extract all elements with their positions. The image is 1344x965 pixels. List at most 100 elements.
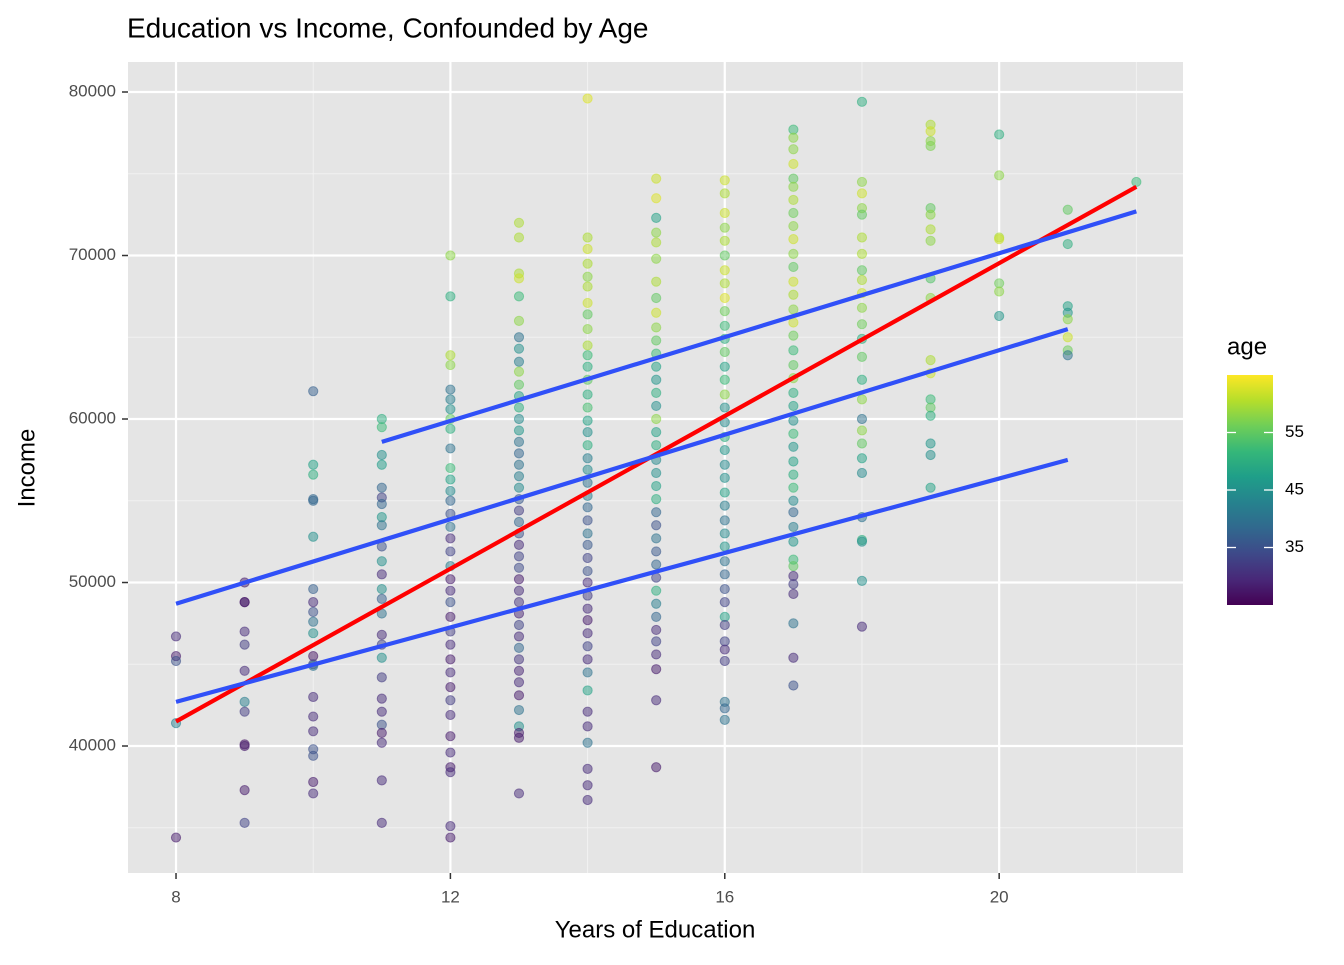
point	[856, 374, 868, 385]
point	[513, 788, 525, 799]
point	[651, 611, 662, 622]
point	[856, 209, 868, 220]
point	[582, 232, 593, 243]
point	[513, 677, 525, 688]
point	[445, 546, 456, 557]
point	[788, 248, 799, 259]
point	[376, 556, 387, 567]
point	[719, 305, 730, 317]
point	[651, 253, 662, 264]
point	[513, 551, 525, 562]
point	[582, 603, 593, 614]
point	[582, 502, 593, 513]
point	[582, 552, 593, 564]
point	[308, 628, 319, 639]
point	[239, 639, 250, 650]
point	[308, 606, 319, 618]
point	[788, 345, 799, 356]
y-tick-label: 50000	[69, 572, 116, 591]
point	[308, 597, 319, 608]
point	[1131, 176, 1142, 188]
point	[925, 126, 936, 137]
point	[582, 667, 593, 678]
point	[445, 731, 456, 742]
point	[376, 422, 387, 433]
point	[308, 459, 319, 470]
point	[513, 343, 525, 354]
point	[651, 212, 662, 223]
point	[994, 286, 1005, 297]
point	[1062, 204, 1073, 215]
point	[513, 332, 525, 343]
point	[651, 440, 662, 451]
point	[856, 413, 868, 425]
point	[651, 533, 662, 544]
point	[308, 750, 319, 761]
point	[651, 387, 662, 398]
point	[651, 374, 662, 385]
point	[651, 494, 662, 505]
point	[445, 359, 456, 371]
point	[513, 436, 525, 447]
point	[582, 628, 593, 639]
point	[513, 642, 525, 654]
x-tick-label: 12	[441, 887, 460, 906]
point	[376, 629, 387, 640]
point	[582, 415, 593, 426]
point	[788, 536, 799, 547]
colorbar-label: 45	[1285, 479, 1304, 498]
point	[651, 173, 662, 184]
point	[582, 426, 593, 438]
point	[239, 597, 250, 608]
point	[513, 690, 525, 701]
point	[651, 559, 662, 570]
point	[582, 464, 593, 475]
point	[651, 480, 662, 492]
point	[856, 438, 868, 449]
point	[994, 129, 1005, 140]
fit-line	[381, 209, 1137, 444]
point	[1062, 350, 1073, 361]
point	[719, 265, 730, 276]
point	[651, 649, 662, 660]
point	[651, 400, 662, 412]
point	[445, 443, 456, 454]
point	[513, 471, 525, 482]
point	[719, 644, 730, 655]
point	[513, 732, 525, 743]
point	[513, 585, 525, 596]
point	[445, 597, 456, 608]
x-axis-title: Years of Education	[555, 916, 756, 943]
point	[788, 207, 799, 219]
point	[788, 618, 799, 629]
point	[376, 693, 387, 704]
point	[651, 507, 662, 518]
point	[445, 462, 456, 474]
point	[719, 487, 730, 498]
point	[925, 482, 936, 493]
point	[719, 175, 730, 186]
point	[582, 737, 593, 748]
point	[170, 832, 182, 843]
point	[719, 597, 730, 608]
fit-line	[175, 327, 1069, 606]
point	[445, 709, 456, 721]
point	[308, 386, 319, 397]
x-tick-label: 16	[715, 887, 734, 906]
point	[582, 93, 593, 104]
point	[308, 583, 319, 595]
point	[788, 276, 799, 287]
point	[513, 273, 525, 284]
point	[719, 655, 730, 667]
point	[788, 359, 799, 371]
point	[856, 302, 868, 313]
point	[719, 188, 730, 199]
point	[308, 788, 319, 799]
point	[376, 449, 387, 461]
point	[925, 209, 936, 220]
point	[513, 562, 525, 573]
point	[719, 703, 730, 714]
point	[719, 346, 730, 358]
chart-title: Education vs Income, Confounded by Age	[127, 12, 648, 43]
point	[788, 428, 799, 439]
